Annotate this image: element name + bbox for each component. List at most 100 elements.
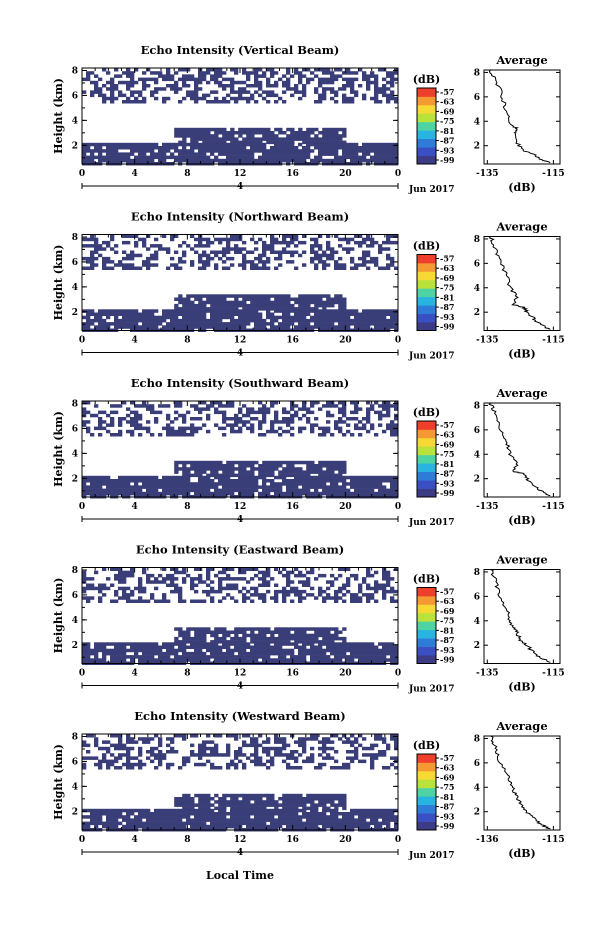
- echo-cell: [214, 573, 219, 578]
- echo-cell: [142, 570, 147, 575]
- echo-cell: [334, 636, 339, 641]
- echo-cell: [362, 142, 367, 147]
- echo-cell: [290, 142, 295, 147]
- echo-cell: [282, 589, 287, 594]
- echo-cell: [94, 84, 99, 88]
- echo-cell: [262, 433, 267, 437]
- echo-cell: [226, 482, 231, 486]
- echo-cell: [310, 636, 315, 641]
- echo-cell: [170, 237, 175, 242]
- echo-cell: [154, 812, 159, 816]
- echo-cell: [326, 263, 331, 267]
- echo-cell: [238, 140, 243, 145]
- echo-cell: [282, 137, 287, 141]
- echo-cell: [298, 808, 303, 813]
- echo-cell: [118, 423, 123, 427]
- echo-cell: [282, 586, 287, 591]
- echo-cell: [394, 658, 399, 662]
- echo-cell: [258, 256, 263, 261]
- echo-cell: [330, 636, 335, 641]
- echo-cell: [146, 651, 151, 656]
- echo-cell: [234, 68, 239, 72]
- echo-cell: [338, 134, 343, 138]
- echo-cell: [306, 467, 311, 471]
- echo-cell: [390, 84, 395, 88]
- echo-cell: [258, 307, 263, 311]
- echo-cell: [298, 407, 303, 411]
- echo-cell: [174, 429, 179, 434]
- echo-cell: [186, 244, 191, 248]
- echo-cell: [266, 80, 271, 85]
- echo-cell: [202, 96, 207, 101]
- echo-cell: [198, 307, 203, 311]
- colorbar-tick-label: -81: [440, 126, 454, 136]
- echo-cell: [186, 131, 191, 135]
- echo-cell: [298, 297, 303, 301]
- echo-cell: [170, 658, 175, 662]
- echo-cell: [382, 266, 387, 270]
- echo-cell: [334, 68, 339, 72]
- echo-cell: [386, 577, 391, 581]
- echo-cell: [382, 479, 387, 483]
- echo-cell: [190, 158, 195, 163]
- echo-cell: [382, 87, 387, 91]
- echo-cell: [290, 464, 295, 468]
- colorbar-tick-label: -93: [440, 645, 455, 655]
- echo-cell: [234, 307, 239, 311]
- echo-cell: [86, 645, 91, 649]
- echo-cell: [282, 599, 287, 603]
- echo-cell: [134, 96, 139, 101]
- echo-cell: [138, 642, 143, 646]
- echo-cell: [230, 234, 235, 238]
- echo-cell: [106, 482, 111, 486]
- echo-cell: [98, 479, 103, 483]
- echo-cell: [122, 71, 127, 75]
- echo-cell: [290, 74, 295, 78]
- echo-cell: [366, 234, 371, 238]
- echo-cell: [182, 648, 187, 653]
- echo-cell: [202, 636, 207, 641]
- echo-cell: [334, 589, 339, 594]
- echo-cell: [294, 149, 299, 153]
- echo-cell: [290, 808, 295, 813]
- date-label: Jun 2017: [408, 185, 455, 195]
- echo-cell: [302, 426, 307, 431]
- echo-cell: [330, 149, 335, 153]
- echo-cell: [266, 651, 271, 656]
- echo-cell: [114, 645, 119, 649]
- echo-cell: [262, 636, 267, 641]
- echo-cell: [246, 479, 251, 483]
- echo-cell: [158, 74, 163, 78]
- echo-cell: [214, 68, 219, 72]
- echo-cell: [174, 134, 179, 138]
- echo-cell: [298, 158, 303, 163]
- echo-cell: [226, 250, 231, 254]
- echo-cell: [318, 482, 323, 486]
- echo-cell: [378, 322, 383, 326]
- echo-cell: [138, 413, 143, 418]
- echo-cell: [246, 475, 251, 480]
- echo-cell: [262, 244, 267, 248]
- echo-cell: [238, 294, 243, 298]
- echo-cell: [302, 573, 307, 578]
- echo-cell: [378, 68, 383, 72]
- echo-cell: [270, 137, 275, 141]
- echo-cell: [86, 426, 91, 431]
- echo-cell: [198, 640, 203, 644]
- echo-cell: [350, 256, 355, 261]
- echo-cell: [306, 636, 311, 641]
- echo-cell: [314, 401, 319, 405]
- echo-cell: [214, 470, 219, 474]
- echo-cell: [346, 325, 351, 329]
- colorbar-segment: [417, 595, 436, 605]
- echo-cell: [282, 309, 287, 313]
- echo-cell: [342, 312, 347, 316]
- echo-cell: [318, 475, 323, 480]
- echo-cell: [134, 423, 139, 427]
- echo-cell: [346, 237, 351, 242]
- echo-cell: [274, 417, 279, 421]
- echo-cell: [278, 491, 283, 496]
- echo-cell: [178, 627, 183, 631]
- echo-cell: [122, 491, 127, 496]
- echo-cell: [130, 256, 135, 261]
